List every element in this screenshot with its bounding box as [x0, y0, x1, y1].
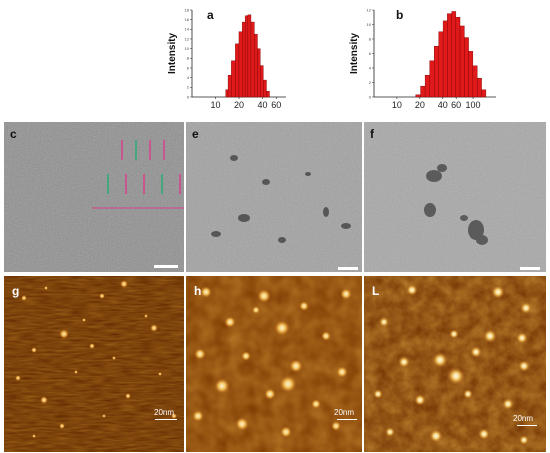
- tem-texture-e: [186, 122, 362, 272]
- particles-g: [15, 280, 177, 438]
- histogram-bar: [476, 77, 482, 98]
- histogram-bar: [266, 90, 270, 98]
- scale-bar-L: [517, 425, 537, 426]
- tem-texture-c: [4, 122, 184, 272]
- histogram-bar: [247, 14, 252, 98]
- panel-letter-a: a: [207, 8, 214, 22]
- scale-bar-h: [337, 419, 357, 420]
- scale-bar-e: [338, 267, 358, 270]
- histogram-bar: [225, 89, 229, 98]
- panel-letter-f: f: [370, 127, 374, 141]
- afm-image-L: [364, 276, 546, 452]
- histogram-bar: [424, 75, 430, 98]
- scale-label-h: 20nm: [334, 408, 355, 417]
- y-tick-label: 4: [369, 65, 372, 70]
- histogram-bar: [481, 89, 487, 98]
- x-tick-label: 20: [234, 100, 244, 110]
- histogram-bar: [429, 60, 435, 98]
- histogram-bar: [227, 75, 232, 98]
- histogram-bar: [263, 79, 267, 98]
- y-tick-label: 0: [187, 94, 190, 99]
- histogram-bar: [260, 65, 264, 98]
- histogram-bar: [420, 85, 426, 98]
- scale-label-g: 20nm: [154, 408, 175, 417]
- x-tick-label: 100: [466, 100, 481, 110]
- y-tick-label: 12: [185, 36, 190, 41]
- histogram-a: 0 2 4 6 8 10 12 14 16 18 10 20 40 60: [185, 7, 286, 110]
- scale-bar-c: [154, 265, 178, 268]
- y-tick-label: 8: [369, 36, 372, 41]
- histogram-bar: [244, 15, 249, 98]
- histogram-bar: [235, 43, 240, 98]
- histogram-bar: [464, 37, 469, 98]
- x-tick-label: 60: [451, 100, 461, 110]
- tem-image-f: [364, 122, 546, 272]
- histogram-bar: [238, 31, 243, 98]
- panel-letter-b: b: [396, 8, 404, 22]
- aggregates-f: [424, 164, 488, 245]
- y-tick-label: 0: [369, 94, 372, 99]
- particles-h: [192, 286, 352, 438]
- x-tick-label: 10: [392, 100, 402, 110]
- x-tick-label: 40: [257, 100, 267, 110]
- histogram-bar: [442, 20, 448, 98]
- moire-artifact: [92, 140, 184, 209]
- x-tick-label: 40: [438, 100, 448, 110]
- panel-letter-h: h: [194, 284, 202, 298]
- particles-L: [373, 284, 532, 445]
- y-tick-label: 12: [367, 7, 372, 12]
- histogram-bar: [455, 17, 461, 98]
- y-tick-label: 6: [369, 51, 372, 56]
- y-tick-label: 2: [369, 80, 372, 85]
- histogram-bar: [447, 13, 452, 98]
- histogram-bar: [459, 25, 465, 98]
- histogram-bar: [241, 21, 246, 98]
- afm-texture-L: [364, 276, 546, 452]
- scale-bar-g: [155, 419, 177, 420]
- histogram-b: 0 2 4 6 8 10 12 10 20 40 60 100: [367, 7, 496, 110]
- panel-letter-e: e: [192, 127, 199, 141]
- y-tick-label: 6: [187, 65, 190, 70]
- histogram-bar: [250, 21, 255, 98]
- y-tick-label: 10: [367, 22, 372, 27]
- y-tick-label: 8: [187, 56, 190, 61]
- x-tick-label: 60: [271, 100, 281, 110]
- histogram-bar: [254, 33, 258, 98]
- histogram-bar: [231, 60, 236, 98]
- histogram-bar: [257, 48, 261, 98]
- afm-texture-g: [4, 276, 184, 452]
- y-tick-label: 10: [185, 46, 190, 51]
- panel-letter-L: L: [372, 284, 380, 298]
- scale-label-L: 20nm: [513, 414, 534, 423]
- afm-image-g: [4, 276, 184, 452]
- afm-texture-h: [186, 276, 362, 452]
- tem-image-e: [186, 122, 362, 272]
- histogram-bar: [468, 51, 474, 98]
- y-tick-label: 4: [187, 75, 190, 80]
- panel-letter-c: c: [10, 127, 17, 141]
- histogram-bar: [434, 46, 439, 98]
- histogram-b-ylabel: Intensity: [349, 32, 360, 74]
- x-tick-label: 20: [415, 100, 425, 110]
- histogram-bar: [472, 65, 478, 98]
- histogram-bar: [438, 31, 444, 98]
- panel-letter-g: g: [12, 284, 20, 298]
- nanoparticles-e: [211, 155, 351, 243]
- tem-image-c: [4, 122, 184, 272]
- y-tick-label: 14: [185, 27, 190, 32]
- y-tick-label: 18: [185, 7, 190, 12]
- scale-bar-f: [520, 267, 540, 270]
- x-tick-label: 10: [210, 100, 220, 110]
- y-tick-label: 2: [187, 85, 190, 90]
- tem-texture-f: [364, 122, 546, 272]
- y-tick-label: 16: [185, 17, 190, 22]
- histogram-a-ylabel: Intensity: [167, 32, 178, 74]
- histogram-bar: [415, 94, 421, 98]
- afm-image-h: [186, 276, 362, 452]
- histogram-bar: [451, 11, 457, 98]
